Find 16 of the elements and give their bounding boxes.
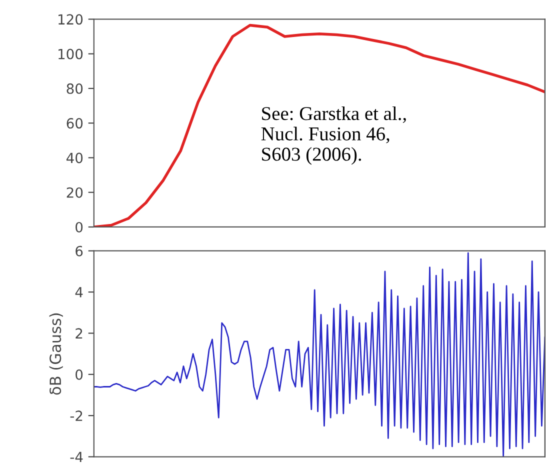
y-tick-label: 20 xyxy=(66,187,83,198)
y-tick-label: 40 xyxy=(66,152,83,164)
y-tick-label: 0 xyxy=(76,369,83,380)
y-tick-label: 60 xyxy=(66,118,83,129)
y-tick-label: 2 xyxy=(76,328,82,338)
y-tick-label: 120 xyxy=(58,14,83,25)
y-tick-label: -2 xyxy=(70,410,82,421)
y-tick-label: 4 xyxy=(75,287,83,298)
y-tick-label: 0 xyxy=(76,222,83,232)
annotation: See: Garstka et al., Nucl. Fusion 46, S603 (2006). xyxy=(261,106,406,165)
y-tick-label: 100 xyxy=(58,48,83,60)
y-tick-label: -4 xyxy=(70,452,83,462)
y-axis-title: δB (Gauss) xyxy=(49,313,63,395)
y-tick-label: 80 xyxy=(66,83,83,94)
line-series xyxy=(94,252,545,457)
y-tick-label: 6 xyxy=(76,246,83,256)
